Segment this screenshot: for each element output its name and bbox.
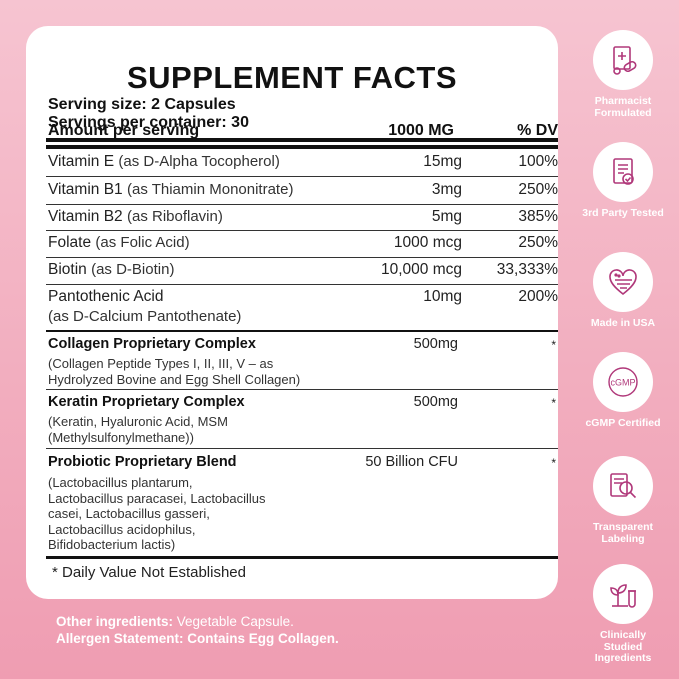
- nutrient-name: Vitamin B2: [48, 208, 123, 225]
- other-ingredients-line: Other ingredients: Vegetable Capsule.: [56, 613, 339, 630]
- blend-row-collagen: Collagen Proprietary Complex 500mg * (Co…: [48, 336, 558, 388]
- blend-description: (Lactobacillus plantarum,: [48, 475, 193, 490]
- blend-description: (Keratin, Hyaluronic Acid, MSM: [48, 414, 228, 429]
- blend-description: Lactobacillus paracasei, Lactobacillus: [48, 490, 266, 506]
- header-amount-label: Amount per serving: [48, 122, 200, 139]
- nutrient-amount: 15mg: [423, 153, 462, 170]
- other-ingredients-section: Other ingredients: Vegetable Capsule. Al…: [56, 613, 339, 647]
- blend-description: Bifidobacterium lactis): [48, 537, 176, 552]
- blend-description: casei, Lactobacillus gasseri,: [48, 506, 210, 521]
- other-ingredients-label: Other ingredients:: [56, 614, 174, 629]
- badge-label: Clinically Studied Ingredients: [594, 629, 652, 664]
- nutrient-dv: 250%: [518, 181, 558, 198]
- nutrient-amount: 10mg: [423, 288, 462, 305]
- divider-medium: [46, 330, 558, 332]
- badge-label: Pharmacist Formulated: [594, 95, 652, 119]
- allergen-value: Contains Egg Collagen.: [187, 631, 339, 646]
- badge-pharmacist: Pharmacist Formulated: [582, 30, 664, 119]
- test-report-icon: [613, 158, 634, 185]
- nutrient-name: Biotin: [48, 261, 87, 278]
- blend-dv: *: [551, 338, 556, 352]
- supplement-facts-panel: SUPPLEMENT FACTS Serving size: 2 Capsule…: [26, 26, 558, 599]
- pharmacist-icon: [613, 46, 637, 75]
- nutrient-source: (as D-Biotin): [91, 261, 175, 278]
- nutrient-dv: 385%: [518, 208, 558, 225]
- badge-clinically-studied: Clinically Studied Ingredients: [582, 564, 664, 665]
- nutrient-source: (as Riboflavin): [126, 208, 223, 225]
- serving-info: Serving size: 2 Capsules Servings per co…: [48, 96, 249, 132]
- header-dv-label: % DV: [517, 122, 558, 139]
- badge-made-in-usa: Made in USA: [582, 252, 664, 330]
- divider-thick-bottom: [46, 556, 558, 559]
- badge-third-party: 3rd Party Tested: [582, 142, 664, 220]
- badge-label: 3rd Party Tested: [582, 207, 664, 219]
- nutrient-name: Vitamin B1: [48, 181, 123, 198]
- magnifier-document-icon: [610, 473, 637, 499]
- blend-row-keratin: Keratin Proprietary Complex 500mg * (Ker…: [48, 394, 558, 446]
- row-divider: [46, 284, 558, 285]
- nutrient-amount: 3mg: [431, 181, 462, 198]
- nutrient-dv: 33,333%: [496, 261, 558, 278]
- daily-value-footnote: * Daily Value Not Established: [52, 564, 246, 581]
- nutrient-name: Pantothenic Acid: [48, 288, 164, 305]
- nutrient-dv: 250%: [518, 234, 558, 251]
- blend-amount: 50 Billion CFU: [365, 454, 458, 470]
- allergen-line: Allergen Statement: Contains Egg Collage…: [56, 630, 339, 647]
- badge-transparent-labeling: Transparent Labeling: [582, 456, 664, 545]
- row-divider: [46, 204, 558, 205]
- blend-amount: 500mg: [413, 394, 458, 410]
- row-divider: [46, 257, 558, 258]
- blend-name: Collagen Proprietary Complex: [48, 336, 256, 352]
- blend-description: (Methylsulfonylmethane)): [48, 430, 194, 445]
- blend-name: Probiotic Proprietary Blend: [48, 454, 237, 470]
- blend-amount: 500mg: [413, 336, 458, 352]
- plant-flask-icon: [610, 584, 636, 608]
- blend-description: Lactobacillus acidophilus,: [48, 521, 196, 537]
- badge-cgmp: cGMP cGMP Certified: [582, 352, 664, 430]
- blend-row-probiotic: Probiotic Proprietary Blend 50 Billion C…: [48, 454, 558, 554]
- header-qty-label: 1000 MG: [388, 122, 454, 139]
- row-divider: [46, 176, 558, 177]
- nutrient-amount: 1000 mcg: [393, 234, 462, 251]
- divider-thick-header: [46, 145, 558, 149]
- badge-label: Made in USA: [590, 317, 656, 329]
- nutrient-amount: 5mg: [431, 208, 462, 225]
- blend-name: Keratin Proprietary Complex: [48, 394, 245, 410]
- serving-size: Serving size: 2 Capsules: [48, 96, 236, 113]
- nutrient-source: (as Thiamin Mononitrate): [126, 181, 294, 198]
- svg-text:cGMP: cGMP: [610, 378, 635, 388]
- nutrient-name: Vitamin E: [48, 153, 115, 170]
- nutrient-dv: 200%: [518, 288, 558, 305]
- badge-label: Transparent Labeling: [592, 521, 654, 545]
- nutrient-amount: 10,000 mcg: [381, 261, 462, 278]
- divider-thick: [46, 138, 558, 142]
- servings-per-container: Servings per container: 30: [48, 114, 249, 131]
- row-divider: [46, 230, 558, 231]
- nutrient-source: (as Folic Acid): [95, 234, 190, 251]
- nutrient-name: Folate: [48, 234, 92, 251]
- allergen-label: Allergen Statement:: [56, 631, 184, 646]
- usa-flag-heart-icon: [609, 269, 637, 296]
- other-ingredients-value: Vegetable Capsule.: [176, 614, 294, 629]
- nutrient-source: (as D-Calcium Pantothenate): [48, 308, 242, 325]
- cgmp-icon: cGMP: [608, 367, 638, 397]
- badge-label: cGMP Certified: [585, 417, 661, 429]
- row-divider: [46, 448, 558, 449]
- blend-dv: *: [551, 396, 556, 410]
- nutrient-row: Pantothenic Acid (as D-Calcium Pantothen…: [48, 288, 558, 328]
- blend-description: Hydrolyzed Bovine and Egg Shell Collagen…: [48, 372, 301, 387]
- nutrient-dv: 100%: [518, 153, 558, 170]
- row-divider: [46, 389, 558, 390]
- blend-description: (Collagen Peptide Types I, II, III, V – …: [48, 356, 274, 371]
- facts-title: SUPPLEMENT FACTS: [126, 60, 458, 95]
- blend-dv: *: [551, 456, 556, 470]
- nutrient-source: (as D-Alpha Tocopherol): [118, 153, 280, 170]
